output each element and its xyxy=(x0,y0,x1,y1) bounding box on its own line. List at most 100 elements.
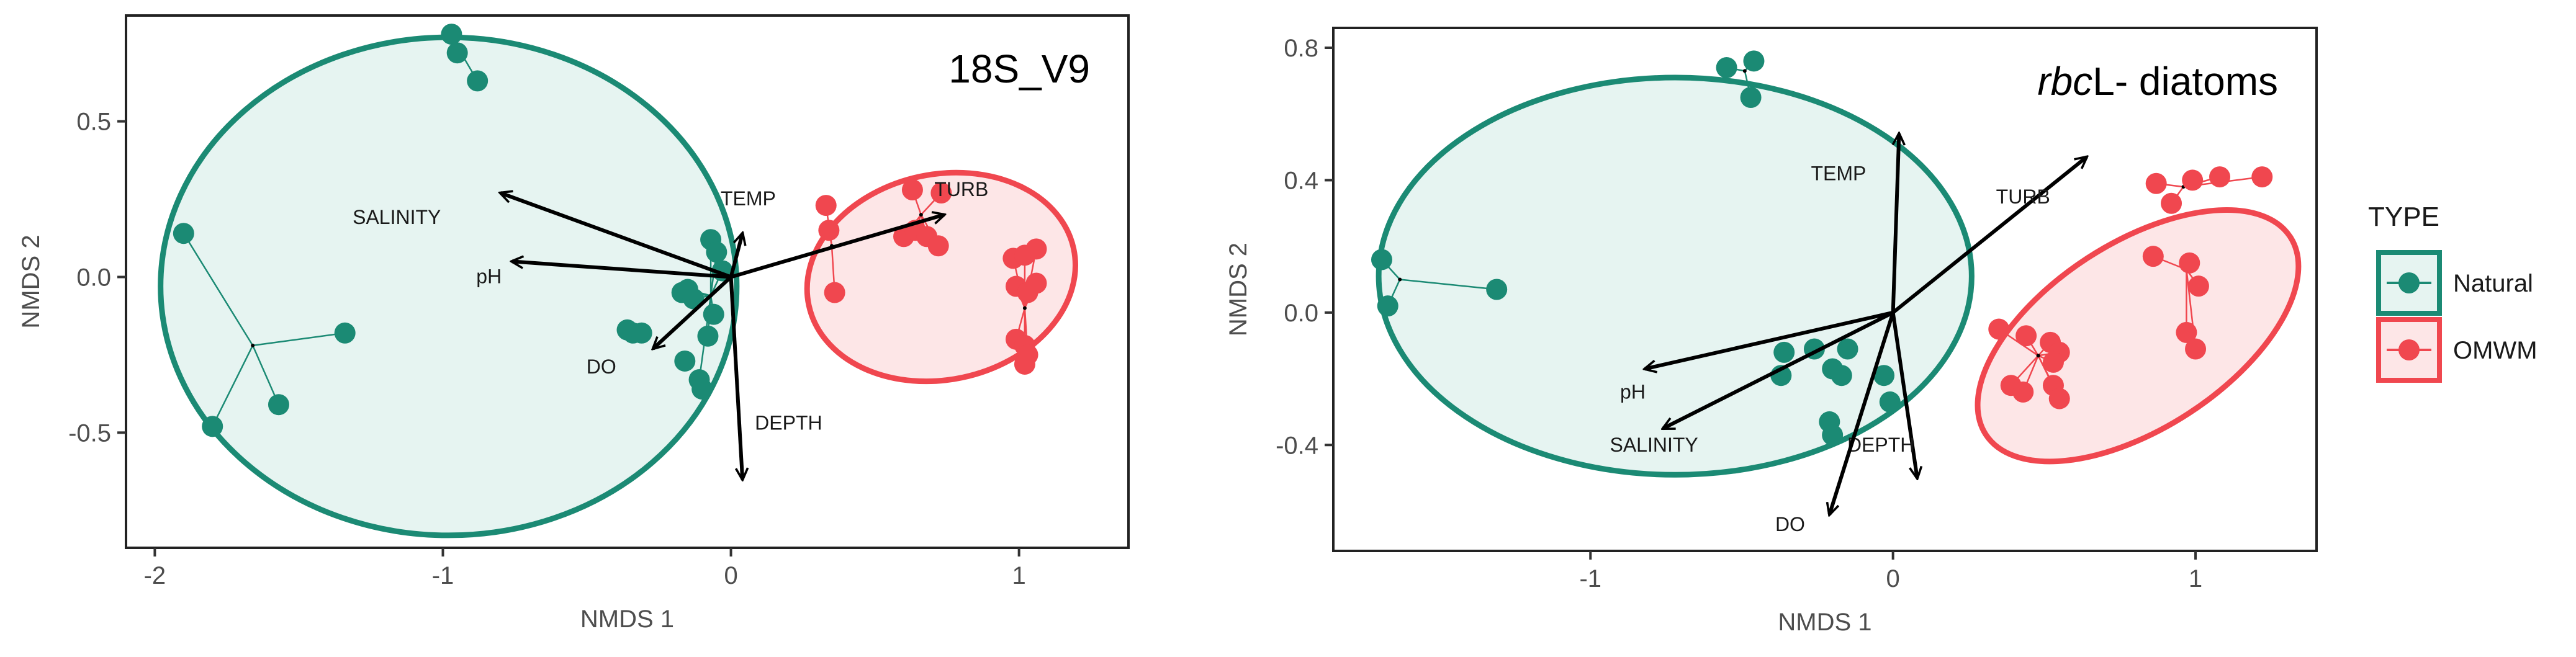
vector-depth xyxy=(1891,312,1917,478)
point-natural xyxy=(202,416,223,437)
point-natural xyxy=(1377,295,1398,317)
spider-line xyxy=(253,332,345,347)
point-omwm xyxy=(2187,275,2209,297)
centroid xyxy=(2036,354,2040,358)
point-natural xyxy=(703,303,724,325)
point-omwm xyxy=(2048,388,2070,409)
point-natural xyxy=(446,42,468,64)
y-tick-label: -0.5 xyxy=(68,419,111,447)
vector-turb xyxy=(1891,157,2087,315)
point-natural xyxy=(691,378,713,400)
point-natural xyxy=(1879,391,1901,413)
legend-key-point xyxy=(2398,339,2420,360)
point-omwm xyxy=(2209,166,2231,188)
point-omwm xyxy=(1988,318,2010,340)
point-omwm xyxy=(818,220,840,241)
ellipse-natural xyxy=(1376,74,1975,478)
x-axis-title: NMDS 1 xyxy=(580,606,674,633)
vector-label-turb: TURB xyxy=(934,178,988,200)
vector-label-temp: TEMP xyxy=(721,187,776,210)
vector-label-depth: DEPTH xyxy=(1847,434,1914,456)
point-omwm xyxy=(824,282,845,303)
vector-label-depth: DEPTH xyxy=(755,411,822,434)
legend-label-natural: Natural xyxy=(2453,270,2533,297)
x-tick-label: 0 xyxy=(724,562,737,589)
vector-temp xyxy=(729,233,743,278)
legend-item-omwm: OMWM xyxy=(2376,317,2538,383)
vector-ph xyxy=(1645,310,1894,369)
point-natural xyxy=(334,322,356,344)
point-omwm xyxy=(1025,238,1047,260)
vector-ph xyxy=(512,261,731,279)
axis-ticks: -1 0 1 -0.4 0.0 0.4 0.8 xyxy=(1276,35,2202,592)
y-tick-label: -0.4 xyxy=(1276,432,1318,459)
environment-vectors: TEMP TURB pH SALINITY DEPTH DO xyxy=(1610,134,2086,535)
ellipse-natural xyxy=(158,34,740,539)
point-omwm xyxy=(2185,338,2207,360)
legend-label-omwm: OMWM xyxy=(2453,337,2538,364)
point-natural xyxy=(1837,338,1858,360)
point-natural xyxy=(1773,341,1795,363)
spider-line xyxy=(252,345,280,405)
point-omwm xyxy=(2161,192,2182,214)
centroid xyxy=(919,213,923,217)
data-points xyxy=(1371,50,2273,446)
point-omwm xyxy=(2145,172,2167,194)
y-tick-label: 0.5 xyxy=(76,109,111,136)
x-tick-label: -1 xyxy=(432,562,454,589)
vector-label-temp: TEMP xyxy=(1811,162,1866,184)
spider-line xyxy=(1400,279,1497,290)
vector-turb xyxy=(730,215,944,279)
vector-do xyxy=(1829,311,1895,514)
vector-label-salinity: SALINITY xyxy=(1610,434,1698,456)
point-omwm xyxy=(2182,169,2204,191)
point-omwm xyxy=(2042,351,2064,373)
point-omwm xyxy=(2142,246,2164,267)
centroid xyxy=(1022,306,1027,310)
x-tick-label: -2 xyxy=(144,562,166,589)
point-natural xyxy=(173,223,194,244)
panel-title-italic: rbc xyxy=(2037,59,2092,104)
vector-label-do: DO xyxy=(1775,513,1805,535)
point-omwm xyxy=(815,195,837,217)
point-omwm xyxy=(1014,353,1035,375)
point-natural xyxy=(1831,365,1852,387)
panel-title-rest: L- diatoms xyxy=(2092,59,2278,104)
legend-key-point xyxy=(2398,272,2420,293)
centroid xyxy=(1398,277,1402,282)
data-points xyxy=(173,24,1047,437)
panel-title: rbcL- diatoms xyxy=(2037,59,2278,104)
y-axis-title: NMDS 2 xyxy=(17,235,45,328)
point-omwm xyxy=(1025,272,1047,294)
vector-do xyxy=(653,275,732,348)
point-natural xyxy=(1743,50,1765,72)
point-natural xyxy=(697,325,719,347)
vector-label-do: DO xyxy=(587,355,616,378)
vector-depth xyxy=(729,277,743,479)
point-natural xyxy=(1873,365,1895,387)
legend: TYPE Natural OMWM xyxy=(2368,202,2538,383)
spider-line xyxy=(212,345,254,427)
point-natural xyxy=(1371,249,1392,270)
y-tick-label: 0.0 xyxy=(1284,300,1318,327)
point-omwm xyxy=(2015,325,2037,347)
point-natural xyxy=(268,394,289,416)
x-tick-label: 0 xyxy=(1886,565,1900,592)
vector-label-turb: TURB xyxy=(1996,185,2050,208)
point-natural xyxy=(467,70,489,92)
point-natural xyxy=(1822,424,1844,446)
panel-title: 18S_V9 xyxy=(948,47,1090,91)
y-tick-label: 0.8 xyxy=(1284,35,1318,62)
legend-item-natural: Natural xyxy=(2376,250,2533,316)
y-tick-label: 0.0 xyxy=(76,264,111,291)
vector-salinity xyxy=(500,193,732,279)
point-omwm xyxy=(2179,252,2200,274)
point-natural xyxy=(683,288,705,310)
panel-rbcl-diatoms: TEMP TURB pH SALINITY DEPTH DO -1 0 1 -0.4 0.0 0.4… xyxy=(1225,27,2318,636)
group-ellipses xyxy=(158,34,1078,539)
point-omwm xyxy=(901,179,923,200)
point-natural xyxy=(706,241,727,263)
point-natural xyxy=(674,350,696,372)
vector-salinity xyxy=(1663,311,1894,431)
